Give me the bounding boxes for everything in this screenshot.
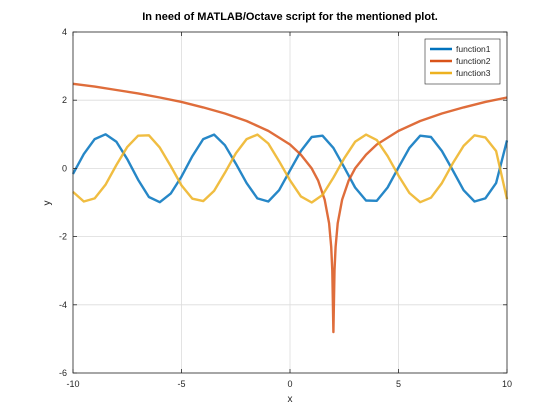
- series-layer: [71, 82, 509, 334]
- tick-labels: -10 -5 0 5 10 -6 -4 -2 0 2 4: [59, 27, 512, 389]
- x-tick-label: 0: [287, 379, 292, 389]
- x-tick-label: -10: [66, 379, 79, 389]
- x-axis-label: x: [288, 394, 293, 405]
- series-line-function3: [72, 133, 509, 204]
- x-tick-label: 5: [396, 379, 401, 389]
- y-tick-label: 0: [62, 163, 67, 173]
- y-tick-label: 4: [62, 27, 67, 37]
- plot-area: -10 -5 0 5 10 -6 -4 -2 0 2 4: [59, 27, 512, 389]
- legend-label-function3: function3: [456, 68, 491, 78]
- legend-label-function1: function1: [456, 44, 491, 54]
- tick-marks: [72, 31, 508, 374]
- y-tick-label: -2: [59, 232, 67, 242]
- series-line-function1: [71, 133, 509, 204]
- legend: function1 function2 function3: [424, 38, 501, 85]
- y-axis-label: y: [42, 201, 53, 206]
- y-tick-label: -6: [59, 368, 67, 378]
- y-tick-label: 2: [62, 95, 67, 105]
- x-tick-label: -5: [177, 379, 185, 389]
- y-tick-label: -4: [59, 300, 67, 310]
- x-tick-label: 10: [502, 379, 512, 389]
- series-line-function2: [72, 82, 508, 334]
- chart-title: In need of MATLAB/Octave script for the …: [142, 11, 438, 23]
- legend-label-function2: function2: [456, 56, 491, 66]
